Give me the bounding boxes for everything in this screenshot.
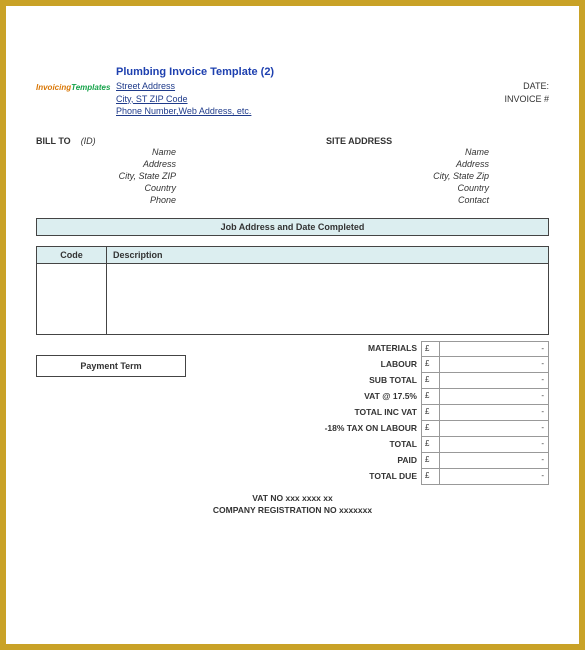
bill-to-name: Name (36, 146, 216, 158)
total-row-labour: LABOUR £ - (259, 357, 549, 373)
address-row: BILL TO (ID) Name Address City, State ZI… (36, 136, 549, 207)
table-header: Code Description (37, 247, 548, 264)
line-items-table: Code Description (36, 246, 549, 335)
company-addr3: Phone Number,Web Address, etc. (116, 105, 439, 118)
bill-to-id: (ID) (81, 136, 96, 146)
job-address-bar: Job Address and Date Completed (36, 218, 549, 236)
bill-to-country: Country (36, 182, 216, 194)
cell-code (37, 264, 107, 334)
cell-description (107, 264, 548, 334)
logo-text-b: Templates (71, 83, 110, 92)
company-block: Plumbing Invoice Template (2) Street Add… (116, 66, 439, 118)
site-address: Address (326, 158, 549, 170)
logo: InvoicingTemplates (36, 80, 106, 94)
total-currency: £ (421, 469, 439, 485)
bill-to-label: BILL TO (36, 136, 71, 146)
total-label: -18% TAX ON LABOUR (259, 421, 421, 437)
total-value: - (439, 357, 549, 373)
invoice-page: InvoicingTemplates Plumbing Invoice Temp… (6, 6, 579, 644)
site-country: Country (326, 182, 549, 194)
bill-to-heading: BILL TO (ID) (36, 136, 216, 146)
payment-term-box: Payment Term (36, 355, 186, 377)
bill-to-phone: Phone (36, 194, 216, 206)
total-label: TOTAL INC VAT (259, 405, 421, 421)
total-label: LABOUR (259, 357, 421, 373)
total-value: - (439, 421, 549, 437)
bill-to-block: BILL TO (ID) Name Address City, State ZI… (36, 136, 216, 207)
footer: VAT NO xxx xxxx xx COMPANY REGISTRATION … (36, 493, 549, 517)
total-row-vat: VAT @ 17.5% £ - (259, 389, 549, 405)
table-body (37, 264, 548, 334)
vat-no: VAT NO xxx xxxx xx (36, 493, 549, 505)
total-label: TOTAL DUE (259, 469, 421, 485)
total-currency: £ (421, 341, 439, 357)
company-reg-no: COMPANY REGISTRATION NO xxxxxxx (36, 505, 549, 517)
col-code: Code (37, 247, 107, 263)
site-citystatezip: City, State Zip (326, 170, 549, 182)
document-title: Plumbing Invoice Template (2) (116, 66, 439, 78)
total-row-taxonlabour: -18% TAX ON LABOUR £ - (259, 421, 549, 437)
total-currency: £ (421, 373, 439, 389)
total-value: - (439, 437, 549, 453)
total-row-totaldue: TOTAL DUE £ - (259, 469, 549, 485)
total-currency: £ (421, 405, 439, 421)
site-contact: Contact (326, 194, 549, 206)
total-currency: £ (421, 453, 439, 469)
totals-right: MATERIALS £ - LABOUR £ - SUB TOTAL £ - V… (259, 341, 549, 485)
total-value: - (439, 373, 549, 389)
header-right: DATE: INVOICE # (449, 80, 549, 118)
invoice-number-label: INVOICE # (449, 93, 549, 106)
total-value: - (439, 469, 549, 485)
bill-to-citystatezip: City, State ZIP (36, 170, 216, 182)
date-label: DATE: (449, 80, 549, 93)
col-description: Description (107, 247, 548, 263)
total-label: VAT @ 17.5% (259, 389, 421, 405)
header: InvoicingTemplates Plumbing Invoice Temp… (36, 66, 549, 118)
company-addr1: Street Address (116, 80, 439, 93)
bill-to-address: Address (36, 158, 216, 170)
total-label: SUB TOTAL (259, 373, 421, 389)
total-label: PAID (259, 453, 421, 469)
total-row-paid: PAID £ - (259, 453, 549, 469)
total-row-materials: MATERIALS £ - (259, 341, 549, 357)
total-currency: £ (421, 421, 439, 437)
total-value: - (439, 341, 549, 357)
totals-section: Payment Term MATERIALS £ - LABOUR £ - SU… (36, 341, 549, 485)
logo-text-a: Invoicing (36, 83, 71, 92)
totals-left: Payment Term (36, 341, 259, 485)
total-value: - (439, 389, 549, 405)
total-label: MATERIALS (259, 341, 421, 357)
total-value: - (439, 453, 549, 469)
total-row-subtotal: SUB TOTAL £ - (259, 373, 549, 389)
total-currency: £ (421, 357, 439, 373)
site-name: Name (326, 146, 549, 158)
total-row-total: TOTAL £ - (259, 437, 549, 453)
site-heading: SITE ADDRESS (326, 136, 549, 146)
total-row-totalincvat: TOTAL INC VAT £ - (259, 405, 549, 421)
total-value: - (439, 405, 549, 421)
total-label: TOTAL (259, 437, 421, 453)
site-address-block: SITE ADDRESS Name Address City, State Zi… (326, 136, 549, 207)
total-currency: £ (421, 389, 439, 405)
company-addr2: City, ST ZIP Code (116, 93, 439, 106)
total-currency: £ (421, 437, 439, 453)
